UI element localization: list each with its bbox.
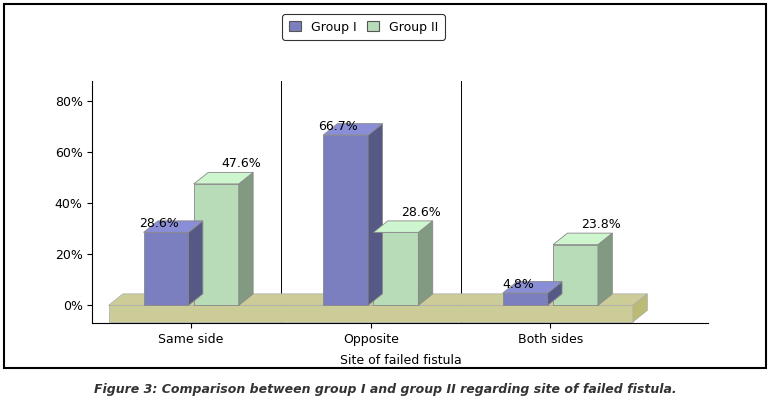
- Text: 66.7%: 66.7%: [319, 120, 358, 133]
- Polygon shape: [143, 232, 189, 305]
- Polygon shape: [503, 282, 562, 293]
- Polygon shape: [323, 124, 383, 135]
- Polygon shape: [633, 294, 648, 322]
- Polygon shape: [323, 135, 368, 305]
- Legend: Group I, Group II: Group I, Group II: [283, 14, 444, 40]
- Polygon shape: [143, 221, 203, 232]
- Polygon shape: [239, 173, 253, 305]
- Text: Figure 3: Comparison between group I and group II regarding site of failed fistu: Figure 3: Comparison between group I and…: [94, 383, 676, 396]
- Polygon shape: [553, 233, 612, 244]
- Text: 4.8%: 4.8%: [502, 278, 534, 290]
- Text: 47.6%: 47.6%: [222, 158, 261, 170]
- Polygon shape: [368, 124, 383, 305]
- Polygon shape: [503, 293, 547, 305]
- Polygon shape: [194, 184, 239, 305]
- Polygon shape: [109, 294, 648, 305]
- Polygon shape: [547, 282, 562, 305]
- Polygon shape: [373, 232, 418, 305]
- Polygon shape: [553, 244, 598, 305]
- Text: 28.6%: 28.6%: [139, 217, 179, 230]
- Text: 28.6%: 28.6%: [401, 206, 441, 219]
- Polygon shape: [598, 233, 612, 305]
- Polygon shape: [109, 305, 633, 322]
- Polygon shape: [189, 221, 203, 305]
- Text: 23.8%: 23.8%: [581, 218, 621, 231]
- Polygon shape: [373, 221, 433, 232]
- X-axis label: Site of failed fistula: Site of failed fistula: [340, 354, 461, 367]
- Polygon shape: [418, 221, 433, 305]
- Polygon shape: [194, 173, 253, 184]
